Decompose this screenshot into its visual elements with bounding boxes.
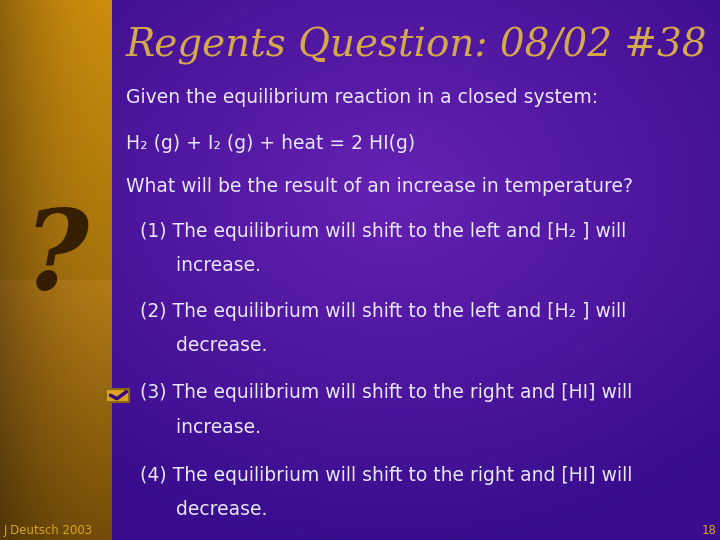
FancyBboxPatch shape [106,389,129,402]
Text: Given the equilibrium reaction in a closed system:: Given the equilibrium reaction in a clos… [126,87,598,107]
Text: Regents Question: 08/02 #38: Regents Question: 08/02 #38 [126,27,708,65]
Text: decrease.: decrease. [140,336,268,355]
Text: (4) The equilibrium will shift to the right and [HI] will: (4) The equilibrium will shift to the ri… [140,465,633,485]
Text: 18: 18 [701,524,716,537]
Text: H₂ (g) + I₂ (g) + heat = 2 HI(g): H₂ (g) + I₂ (g) + heat = 2 HI(g) [126,133,415,153]
Text: (3) The equilibrium will shift to the right and [HI] will: (3) The equilibrium will shift to the ri… [140,383,633,402]
Text: J Deutsch 2003: J Deutsch 2003 [4,524,93,537]
Text: ?: ? [23,205,89,313]
Text: decrease.: decrease. [140,500,268,519]
Text: increase.: increase. [140,417,261,437]
Text: What will be the result of an increase in temperature?: What will be the result of an increase i… [126,177,633,196]
Text: (2) The equilibrium will shift to the left and [H₂ ] will: (2) The equilibrium will shift to the le… [140,301,626,321]
Text: (1) The equilibrium will shift to the left and [H₂ ] will: (1) The equilibrium will shift to the le… [140,221,626,241]
Text: increase.: increase. [140,256,261,275]
